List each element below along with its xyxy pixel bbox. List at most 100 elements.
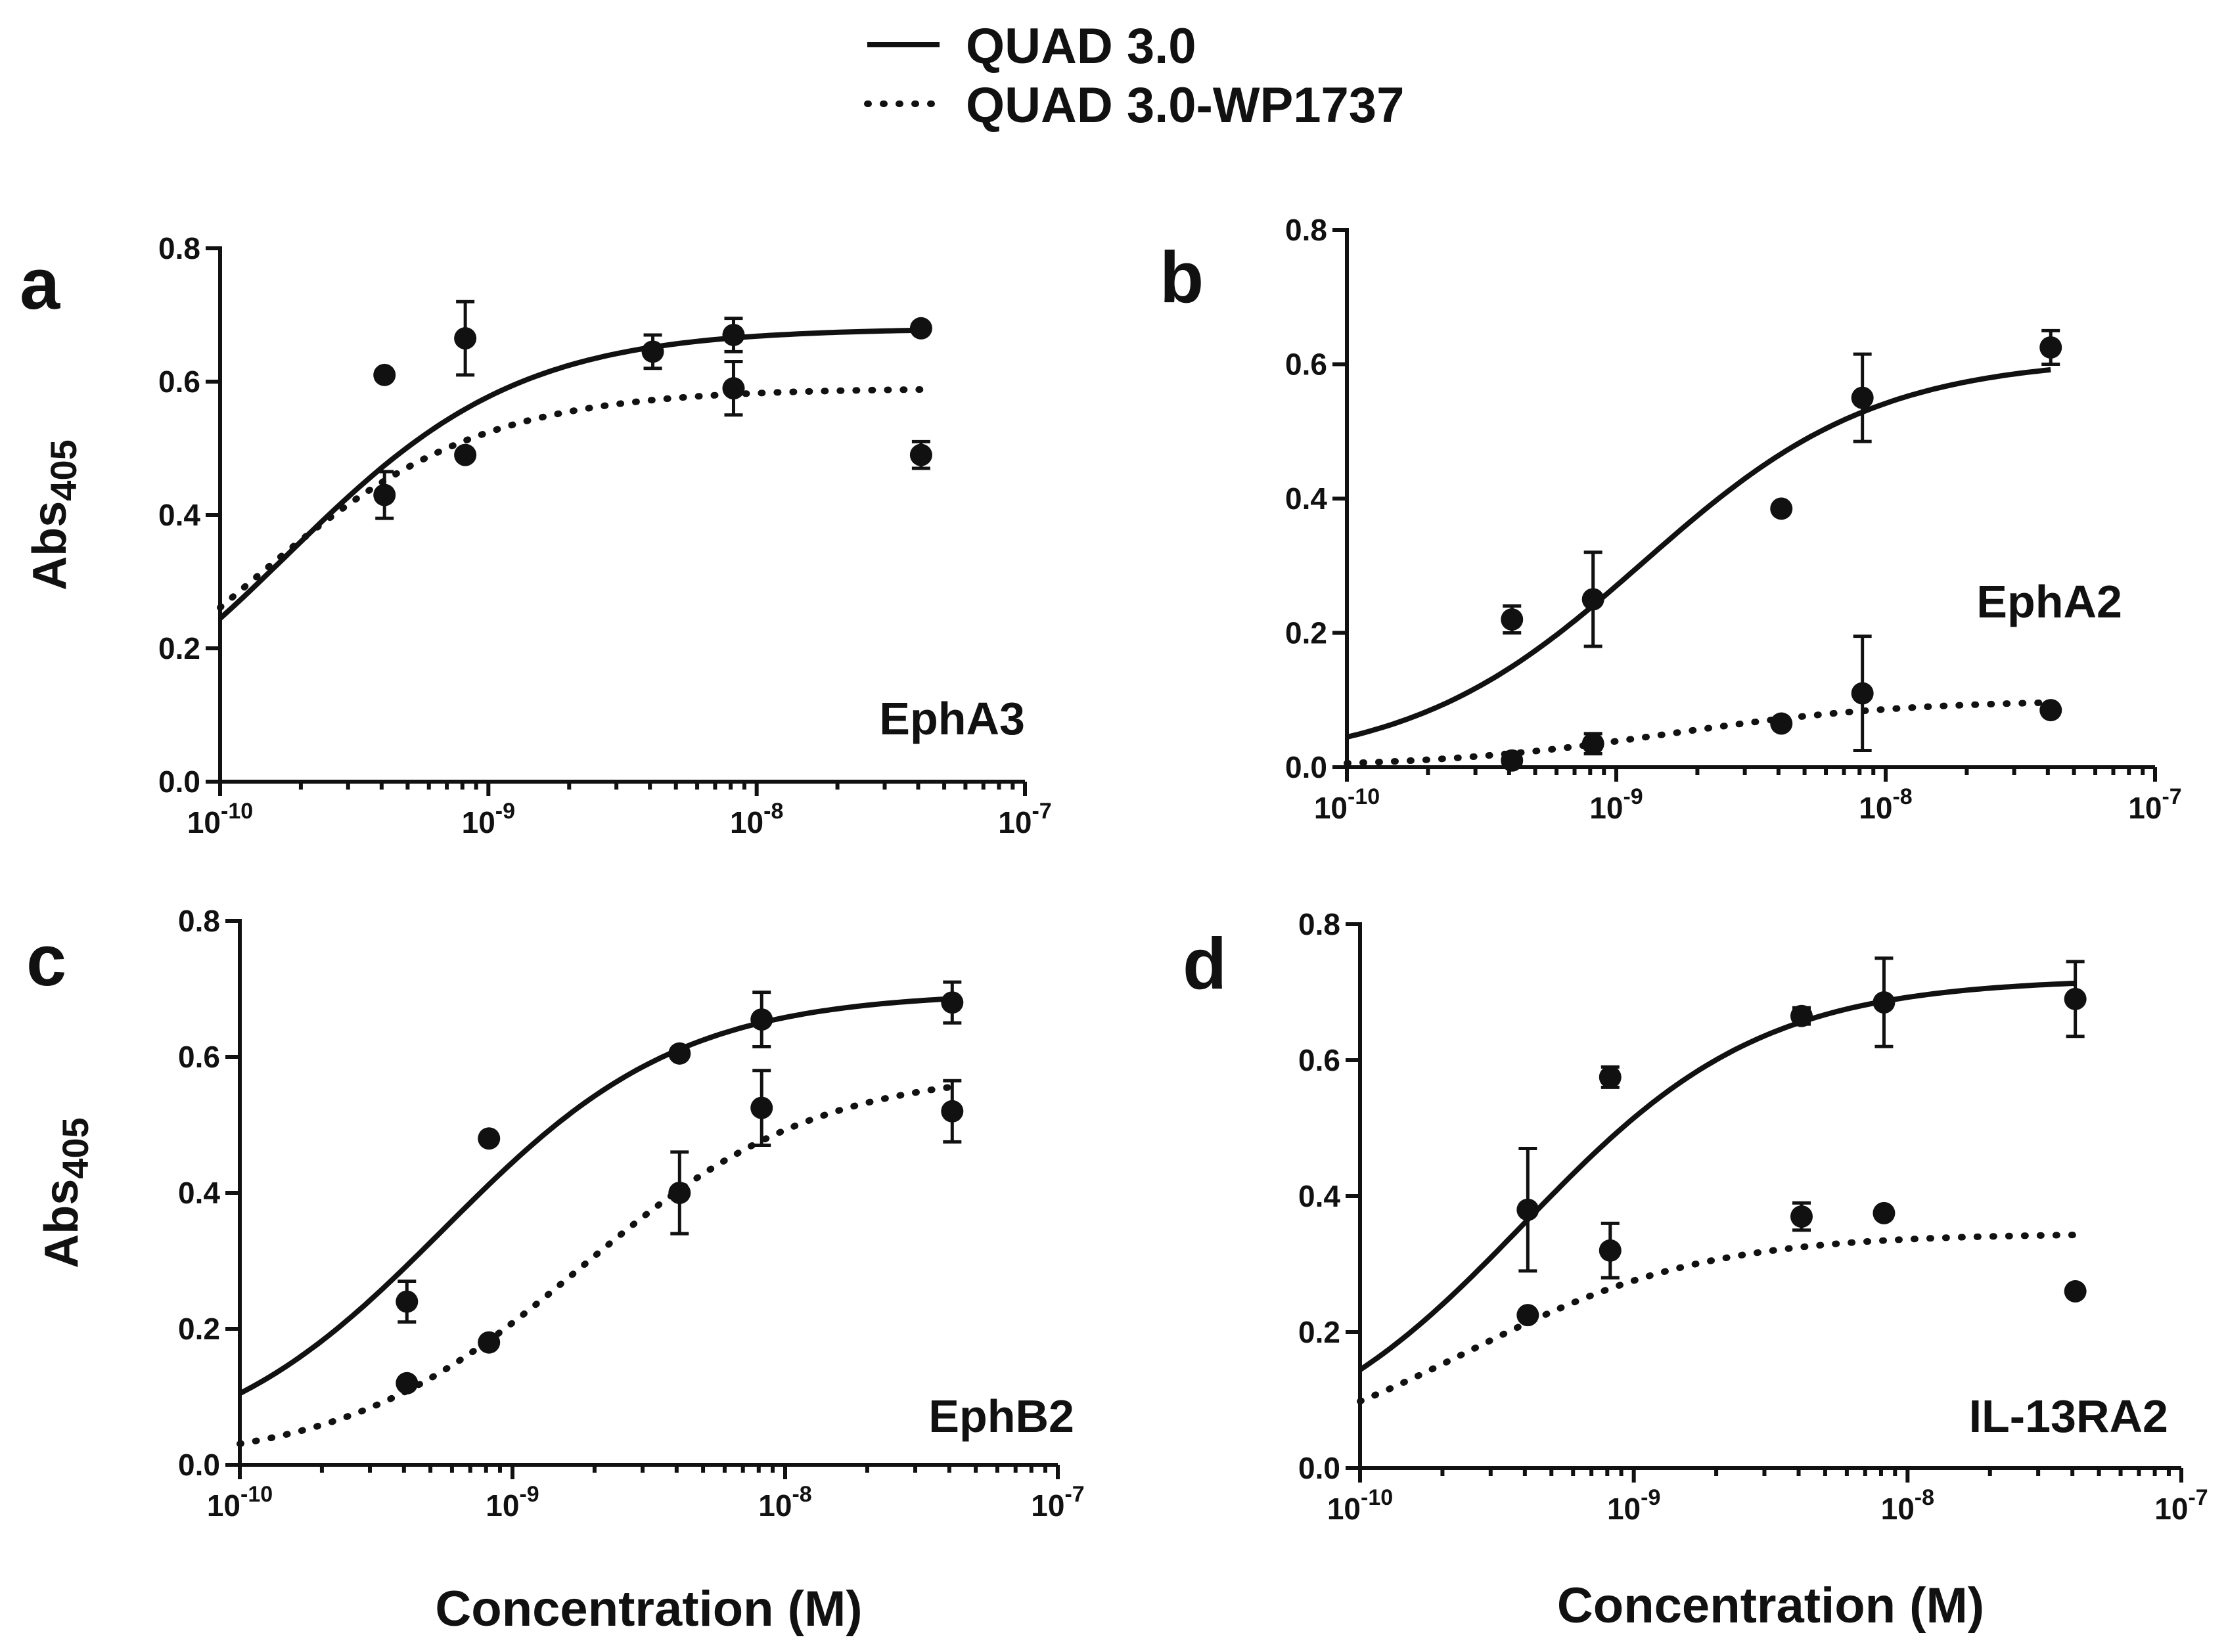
- data-point: [722, 377, 745, 400]
- data-point: [1516, 1304, 1539, 1327]
- series-quad30-wp1737: [217, 360, 932, 611]
- x-tick-label: 10-8: [730, 799, 783, 839]
- data-point: [1581, 588, 1604, 611]
- y-tick-label: 0.6: [1298, 1043, 1340, 1077]
- x-tick-label: 10-10: [207, 1482, 273, 1523]
- target-label: IL-13RA2: [1969, 1391, 2168, 1442]
- data-point: [941, 1100, 964, 1123]
- y-tick-label: 0.4: [1285, 481, 1327, 516]
- data-point: [1599, 1239, 1622, 1262]
- panel-letter-a: a: [20, 244, 60, 324]
- data-point: [2039, 336, 2062, 359]
- series-quad30-wp1737: [1357, 1201, 2087, 1405]
- data-point: [1501, 749, 1524, 772]
- x-axis-label: Concentration (M): [1557, 1578, 1984, 1634]
- legend-entry-quad30-wp1737: QUAD 3.0-WP1737: [966, 78, 1404, 133]
- panel-a: a 0.0 0.2 0.4 0.6 0.8 10-10 10-9 10-8 10-7 Abs405 E…: [20, 231, 1052, 839]
- y-tick-label: 0.4: [178, 1176, 220, 1210]
- data-point: [2064, 987, 2087, 1010]
- data-point: [1770, 497, 1793, 520]
- data-point: [1581, 732, 1604, 755]
- target-label: EphB2: [928, 1391, 1074, 1442]
- series-quad30: [218, 300, 932, 621]
- x-tick-label: 10-10: [1327, 1485, 1393, 1526]
- data-point: [2039, 699, 2062, 722]
- data-point: [722, 323, 745, 346]
- target-label: EphA2: [1976, 576, 2122, 627]
- y-tick-label: 0.2: [1285, 616, 1327, 650]
- panel-letter-d: d: [1183, 924, 1227, 1004]
- data-point: [750, 1096, 773, 1119]
- data-point: [941, 991, 964, 1014]
- fit-curve: [238, 996, 953, 1396]
- panel-letter-b: b: [1160, 237, 1204, 318]
- y-tick-label: 0.0: [1298, 1451, 1340, 1485]
- data-point: [1790, 1205, 1813, 1228]
- data-point: [909, 317, 932, 340]
- y-tick-label: 0.0: [178, 1448, 220, 1482]
- data-point: [478, 1331, 501, 1354]
- data-point: [1873, 1201, 1896, 1224]
- data-point: [1770, 712, 1793, 735]
- legend-entry-quad30: QUAD 3.0: [966, 18, 1196, 74]
- y-tick-label: 0.2: [158, 631, 200, 665]
- panel-letter-c: c: [26, 920, 66, 1001]
- panel-d: d 0.0 0.2 0.4 0.6 0.8 10-10 10-9 10-8 10-7 Concent…: [1183, 907, 2208, 1634]
- y-axis-label: Abs405: [35, 1117, 96, 1268]
- x-axis-label: Concentration (M): [435, 1581, 862, 1637]
- x-tick-label: 10-10: [187, 799, 253, 839]
- y-tick-label: 0.4: [158, 498, 200, 532]
- x-tick-label: 10-8: [758, 1482, 811, 1523]
- x-tick-label: 10-7: [2154, 1485, 2208, 1526]
- data-point: [373, 363, 396, 386]
- data-point: [641, 340, 664, 363]
- series-quad30: [1346, 328, 2062, 740]
- y-tick-label: 0.2: [178, 1312, 220, 1346]
- data-point: [1873, 991, 1896, 1014]
- x-tick-label: 10-9: [486, 1482, 539, 1523]
- data-point: [396, 1290, 419, 1313]
- data-point: [454, 443, 477, 466]
- y-tick-label: 0.8: [1285, 213, 1327, 247]
- data-point: [750, 1008, 773, 1031]
- panel-c: c 0.0 0.2 0.4 0.6 0.8 10-10 10-9 10-8 10-7 Abs405 C…: [26, 904, 1085, 1637]
- y-tick-label: 0.8: [1298, 907, 1340, 941]
- fit-curve: [217, 386, 924, 611]
- data-point: [2064, 1280, 2087, 1303]
- x-tick-label: 10-9: [462, 799, 515, 839]
- y-tick-label: 0.6: [178, 1040, 220, 1074]
- fit-curve: [1346, 367, 2051, 740]
- y-axis-label: Abs405: [24, 439, 84, 590]
- data-point: [909, 443, 932, 466]
- x-tick-label: 10-8: [1881, 1485, 1934, 1526]
- panel-b: b 0.0 0.2 0.4 0.6 0.8 10-10 10-9 10-8 10-7 EphA2: [1160, 213, 2182, 825]
- fit-curve: [1357, 1232, 2079, 1405]
- data-point: [1851, 386, 1874, 409]
- data-point: [396, 1372, 419, 1395]
- x-tick-label: 10-9: [1607, 1485, 1660, 1526]
- y-tick-label: 0.0: [158, 765, 200, 799]
- x-tick-label: 10-10: [1314, 784, 1380, 825]
- data-point: [1501, 608, 1524, 631]
- y-tick-label: 0.8: [158, 231, 200, 265]
- fit-curve: [218, 327, 921, 621]
- data-point: [1790, 1004, 1813, 1027]
- data-point: [1516, 1198, 1539, 1221]
- fit-curve: [1344, 699, 2055, 767]
- y-tick-label: 0.6: [1285, 347, 1327, 382]
- y-tick-label: 0.8: [178, 904, 220, 938]
- x-tick-label: 10-7: [2128, 784, 2181, 825]
- data-point: [668, 1182, 691, 1204]
- data-point: [1851, 682, 1874, 705]
- target-label: EphA3: [879, 693, 1025, 744]
- data-point: [373, 483, 396, 506]
- data-point: [668, 1042, 691, 1065]
- data-point: [454, 327, 477, 350]
- x-tick-label: 10-9: [1589, 784, 1643, 825]
- series-quad30: [1358, 956, 2087, 1372]
- series-quad30: [238, 980, 964, 1396]
- data-point: [478, 1127, 501, 1150]
- x-tick-label: 10-7: [998, 799, 1051, 839]
- legend: QUAD 3.0 QUAD 3.0-WP1737: [864, 18, 1404, 133]
